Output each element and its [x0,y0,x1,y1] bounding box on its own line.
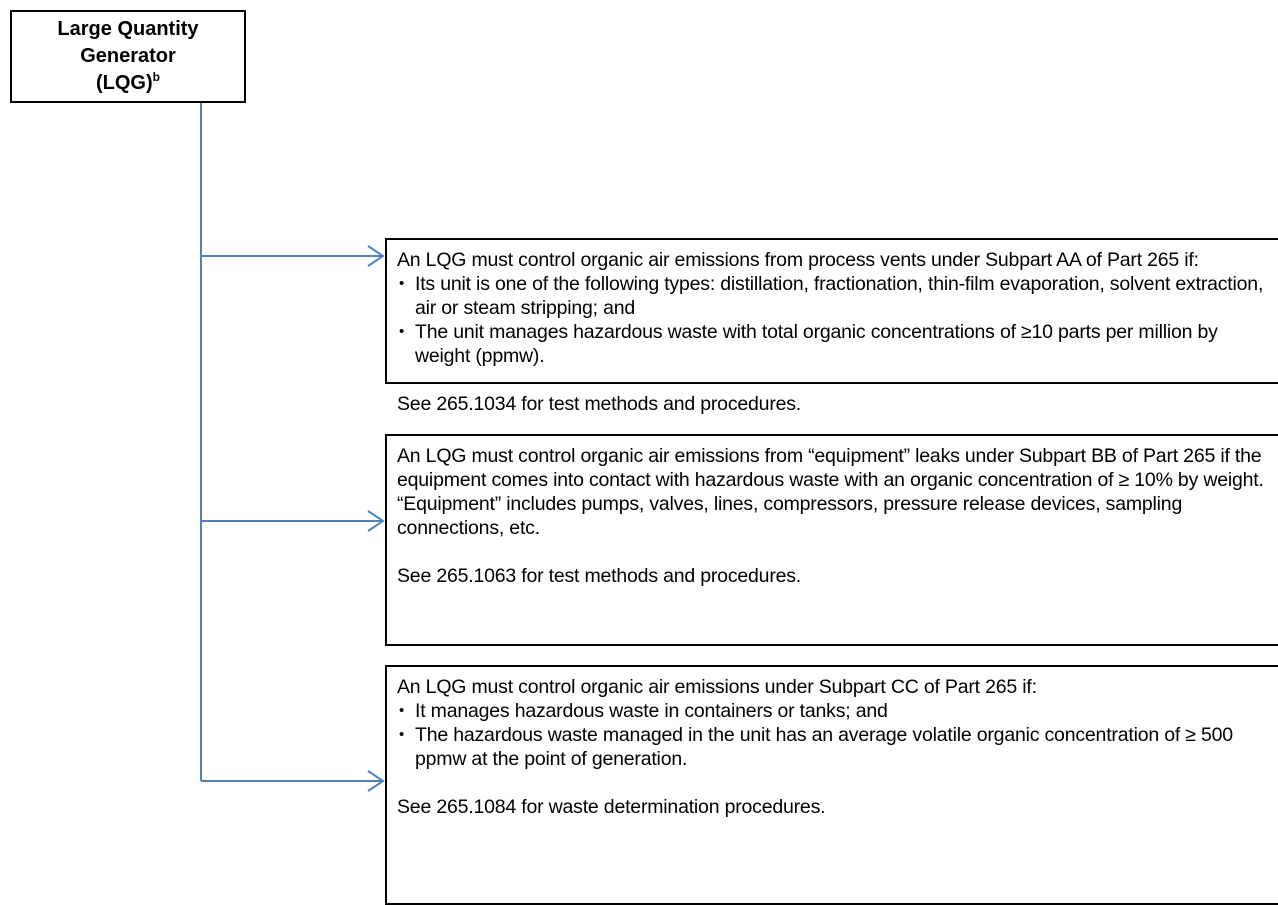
root-label-line2: (LQG)b [96,70,160,97]
bullet-list: Its unit is one of the following types: … [397,272,1268,368]
node-box: An LQG must control organic air emission… [385,434,1278,646]
root-label: Large Quantity Generator [57,18,199,67]
node-reference: See 265.1084 for waste determination pro… [397,796,826,818]
node-intro: An LQG must control organic air emission… [397,445,1264,539]
arrowhead [367,770,385,792]
node-intro: An LQG must control organic air emission… [397,249,1199,271]
bullet-item: Its unit is one of the following types: … [397,272,1268,320]
connector-lines [200,103,385,792]
bullet-item: The hazardous waste managed in the unit … [397,723,1268,771]
root-label: (LQG) [96,72,153,94]
bullet-list: It manages hazardous waste in containers… [397,699,1268,771]
node-box: An LQG must control organic air emission… [385,665,1278,905]
node-box: An LQG must control organic air emission… [385,238,1278,415]
node-intro: An LQG must control organic air emission… [397,676,1037,698]
connectors [200,103,385,792]
arrowhead [367,245,385,267]
page: Large Quantity Generator (LQG)b An LQG m… [0,0,1278,886]
superscript: b [152,70,160,84]
arrowhead [367,510,385,532]
bullet-item: The unit manages hazardous waste with to… [397,320,1268,368]
node-reference: See 265.1034 for test methods and proced… [397,393,802,415]
root-node: Large Quantity Generator (LQG)b [10,10,246,103]
bullet-item: It manages hazardous waste in containers… [397,699,1268,723]
node-reference: See 265.1063 for test methods and proced… [397,565,802,587]
